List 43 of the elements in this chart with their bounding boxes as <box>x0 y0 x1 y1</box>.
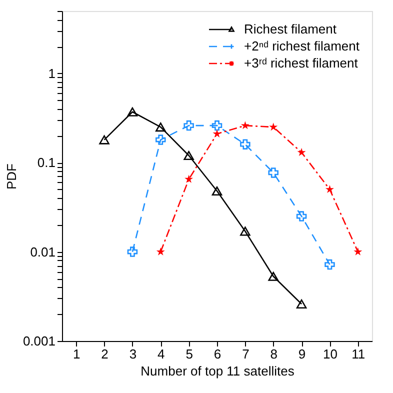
point <box>240 139 250 150</box>
point <box>156 122 166 132</box>
point <box>354 247 362 256</box>
y-axis-title: PDF <box>4 163 19 190</box>
x-tick-label: 6 <box>214 346 222 362</box>
y-tick-label: 1 <box>48 66 56 81</box>
y-tick-label: 0.1 <box>37 155 56 170</box>
x-tick-label: 9 <box>298 346 306 362</box>
point <box>325 184 334 194</box>
x-tick-label: 10 <box>322 346 338 362</box>
point <box>212 120 222 131</box>
point <box>127 246 138 257</box>
point <box>240 226 250 236</box>
x-tick-label: 2 <box>101 346 108 362</box>
x-tick-label: 8 <box>270 346 278 362</box>
x-tick-label: 4 <box>158 346 165 362</box>
x-tick-label: 11 <box>352 346 366 362</box>
point <box>296 299 307 308</box>
point <box>324 259 335 270</box>
point <box>296 211 307 222</box>
point <box>297 148 306 156</box>
point <box>184 120 194 131</box>
legend-label: Richest filament <box>244 22 337 36</box>
point <box>240 121 250 130</box>
point <box>212 186 222 196</box>
x-tick-label: 5 <box>186 346 193 362</box>
point <box>268 272 278 281</box>
point <box>184 174 194 183</box>
point <box>184 150 194 160</box>
point <box>156 134 166 145</box>
point <box>269 122 278 131</box>
point <box>156 247 165 256</box>
x-tick-label: 3 <box>129 346 137 362</box>
legend-label: +3ʳᵈ richest filament <box>244 56 358 70</box>
point <box>99 135 110 144</box>
x-tick-label: 7 <box>242 346 250 362</box>
y-tick-label: 0.01 <box>30 244 56 260</box>
legend-label: +2ⁿᵈ richest filament <box>244 38 360 54</box>
point <box>127 107 138 116</box>
x-axis-title: Number of top 11 satellites <box>140 364 295 378</box>
point <box>268 168 278 178</box>
x-tick-label: 1 <box>72 346 80 362</box>
y-tick-label: 0.001 <box>22 334 56 348</box>
